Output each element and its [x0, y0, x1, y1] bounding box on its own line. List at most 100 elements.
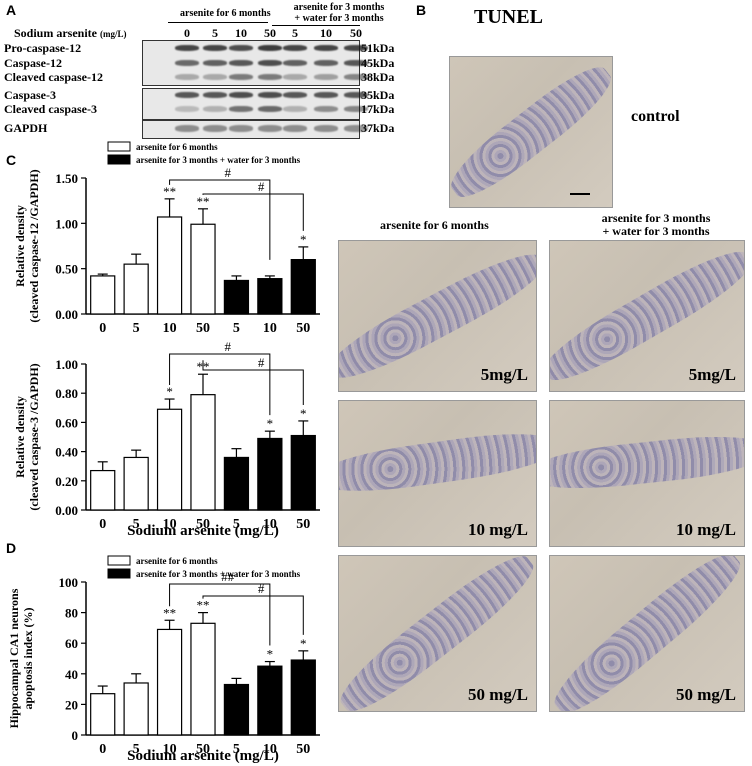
- cell-layer: [339, 425, 536, 499]
- cell-layer: [550, 429, 744, 495]
- y-tick-label: 0.50: [55, 262, 78, 277]
- x-axis-label: Sodium arsenite (mg/L): [127, 748, 279, 764]
- bar: [223, 279, 250, 315]
- significance-bracket: [169, 353, 271, 416]
- bar: [123, 456, 149, 511]
- bar: [290, 434, 316, 511]
- significance-marker: *: [300, 636, 307, 651]
- x-tick-label: 0: [99, 517, 106, 532]
- x-tick-label: 10: [163, 517, 177, 532]
- x-tick-label: 50: [296, 742, 310, 757]
- significance-marker: **: [163, 605, 176, 620]
- legend-entry: arsenite for 6 months: [136, 142, 218, 152]
- tunel-control-label: control: [631, 108, 680, 125]
- scale-bar: [570, 193, 590, 195]
- x-tick-label: 50: [196, 517, 210, 532]
- bracket-label: #: [258, 355, 265, 370]
- y-axis-label: (cleaved caspase-12 /GAPDH): [27, 169, 41, 322]
- bar: [156, 408, 183, 511]
- blot-band: [203, 60, 227, 66]
- tunel-micrograph: 5mg/L: [338, 240, 537, 392]
- tunel-dose-label: 50 mg/L: [676, 685, 736, 704]
- tunel-col1-title: arsenite for 6 months: [380, 218, 489, 232]
- blot-group2-label: arsenite for 3 months + water for 3 month…: [293, 2, 385, 24]
- panel-label-c: C: [6, 152, 17, 168]
- blot-band: [258, 60, 282, 66]
- bar: [90, 693, 116, 736]
- panel-label-b: B: [416, 2, 427, 18]
- blot-dose-label: 50: [350, 26, 362, 40]
- blot-row-kda: 38kDa: [361, 70, 395, 84]
- blot-band: [229, 106, 253, 112]
- y-tick-label: 1.00: [55, 357, 78, 372]
- blot-band: [203, 45, 227, 51]
- blot-row-kda: 51kDa: [361, 41, 395, 55]
- y-axis-label: (cleaved caspase-3 /GAPDH): [27, 363, 41, 510]
- blot-band: [175, 106, 199, 112]
- y-tick-label: 0.00: [55, 307, 78, 322]
- tunel-col2-title: arsenite for 3 months + water for 3 month…: [601, 211, 711, 238]
- blot-row-name: GAPDH: [4, 121, 48, 135]
- blot-band: [258, 92, 282, 98]
- blot-band: [314, 92, 338, 98]
- blot-band: [203, 92, 227, 98]
- blot-dose-label: 5: [212, 26, 218, 40]
- x-tick-label: 0: [99, 321, 106, 336]
- significance-marker: **: [197, 598, 210, 613]
- significance-bracket: [169, 583, 271, 646]
- panel-label-d: D: [6, 540, 17, 556]
- blot-dose-label: 5: [292, 26, 298, 40]
- x-tick-label: 10: [263, 517, 277, 532]
- blot-band: [258, 74, 282, 80]
- blot-row-name: Pro-caspase-12: [4, 41, 82, 55]
- blot-band: [258, 45, 282, 51]
- y-axis-label: apoptosis index (%): [21, 607, 35, 709]
- significance-marker: *: [300, 232, 307, 247]
- tunel-control-image: [449, 56, 613, 208]
- blot-band: [314, 45, 338, 51]
- blot-band: [175, 74, 199, 80]
- blot-band: [344, 125, 368, 132]
- x-tick-label: 0: [99, 742, 106, 757]
- blot-row-name: Cleaved caspase-3: [4, 102, 97, 116]
- y-tick-label: 0: [72, 728, 79, 743]
- x-tick-label: 50: [296, 517, 310, 532]
- x-tick-label: 5: [233, 321, 240, 336]
- legend-entry: arsenite for 3 months + water for 3 mont…: [136, 569, 301, 579]
- y-tick-label: 40: [65, 667, 78, 682]
- significance-bracket: [202, 193, 304, 231]
- legend-swatch: [107, 555, 131, 566]
- blot-band: [314, 106, 338, 112]
- y-tick-label: 1.00: [55, 216, 78, 231]
- blot-group1-line: [168, 22, 268, 23]
- y-axis-label: Hippocampal CA1 neurons: [7, 588, 21, 728]
- blot-group2-line: [272, 25, 360, 26]
- blot-band: [283, 92, 307, 98]
- tunel-micrograph: 50 mg/L: [549, 555, 745, 712]
- y-tick-label: 60: [65, 636, 78, 651]
- y-tick-label: 1.50: [55, 171, 78, 186]
- blot-row-kda: 17kDa: [361, 102, 395, 116]
- blot-dose-label: 50: [264, 26, 276, 40]
- x-tick-label: 50: [296, 321, 310, 336]
- bar: [290, 659, 316, 736]
- blot-dose-label: 10: [235, 26, 247, 40]
- blot-band: [314, 125, 338, 132]
- bar: [223, 683, 250, 736]
- x-tick-label: 5: [233, 517, 240, 532]
- bar: [90, 469, 116, 511]
- bracket-label: #: [258, 581, 265, 596]
- tunel-micrograph: 50 mg/L: [338, 555, 537, 712]
- blot-band: [283, 74, 307, 80]
- y-tick-label: 0.40: [55, 445, 78, 460]
- y-tick-label: 20: [65, 697, 78, 712]
- bar: [123, 263, 149, 315]
- y-tick-label: 0.80: [55, 386, 78, 401]
- x-tick-label: 10: [163, 321, 177, 336]
- blot-band: [203, 74, 227, 80]
- blot-dose-label: 0: [184, 26, 190, 40]
- y-axis-label: Relative density: [13, 396, 27, 478]
- bar: [257, 665, 283, 736]
- x-tick-label: 5: [133, 517, 140, 532]
- blot-band: [229, 125, 253, 132]
